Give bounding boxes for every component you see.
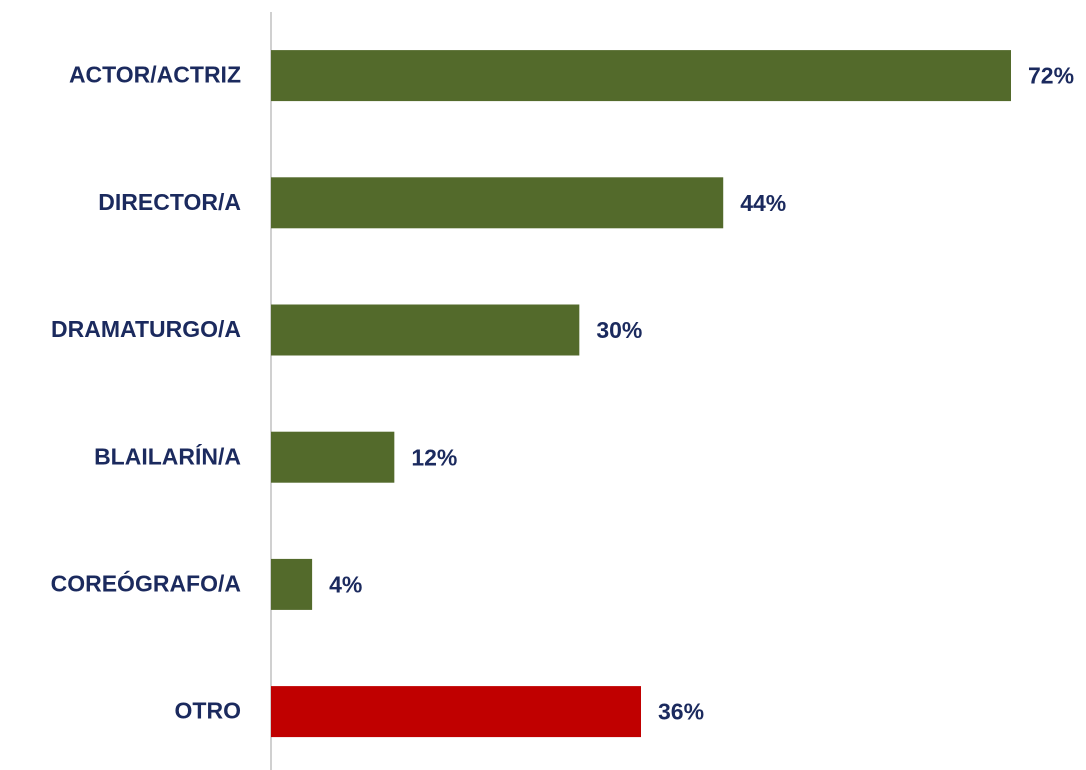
y-tick-label: COREÓGRAFO/A <box>51 569 241 596</box>
value-label: 44% <box>740 190 786 216</box>
y-tick-label: ACTOR/ACTRIZ <box>69 62 241 88</box>
value-label: 36% <box>658 699 704 725</box>
y-tick-label: DRAMATURGO/A <box>51 316 241 342</box>
value-label: 12% <box>411 444 457 470</box>
value-label: 4% <box>329 571 362 597</box>
y-tick-label: BLAILARÍN/A <box>94 442 241 469</box>
bar <box>271 558 313 610</box>
y-tick-label: DIRECTOR/A <box>98 189 241 215</box>
bar <box>271 686 641 738</box>
value-label: 30% <box>596 317 642 343</box>
y-tick-label: OTRO <box>175 698 241 724</box>
bar <box>271 50 1011 102</box>
bar <box>271 431 395 483</box>
bar <box>271 304 580 356</box>
value-label: 72% <box>1028 63 1074 89</box>
bar <box>271 177 724 229</box>
